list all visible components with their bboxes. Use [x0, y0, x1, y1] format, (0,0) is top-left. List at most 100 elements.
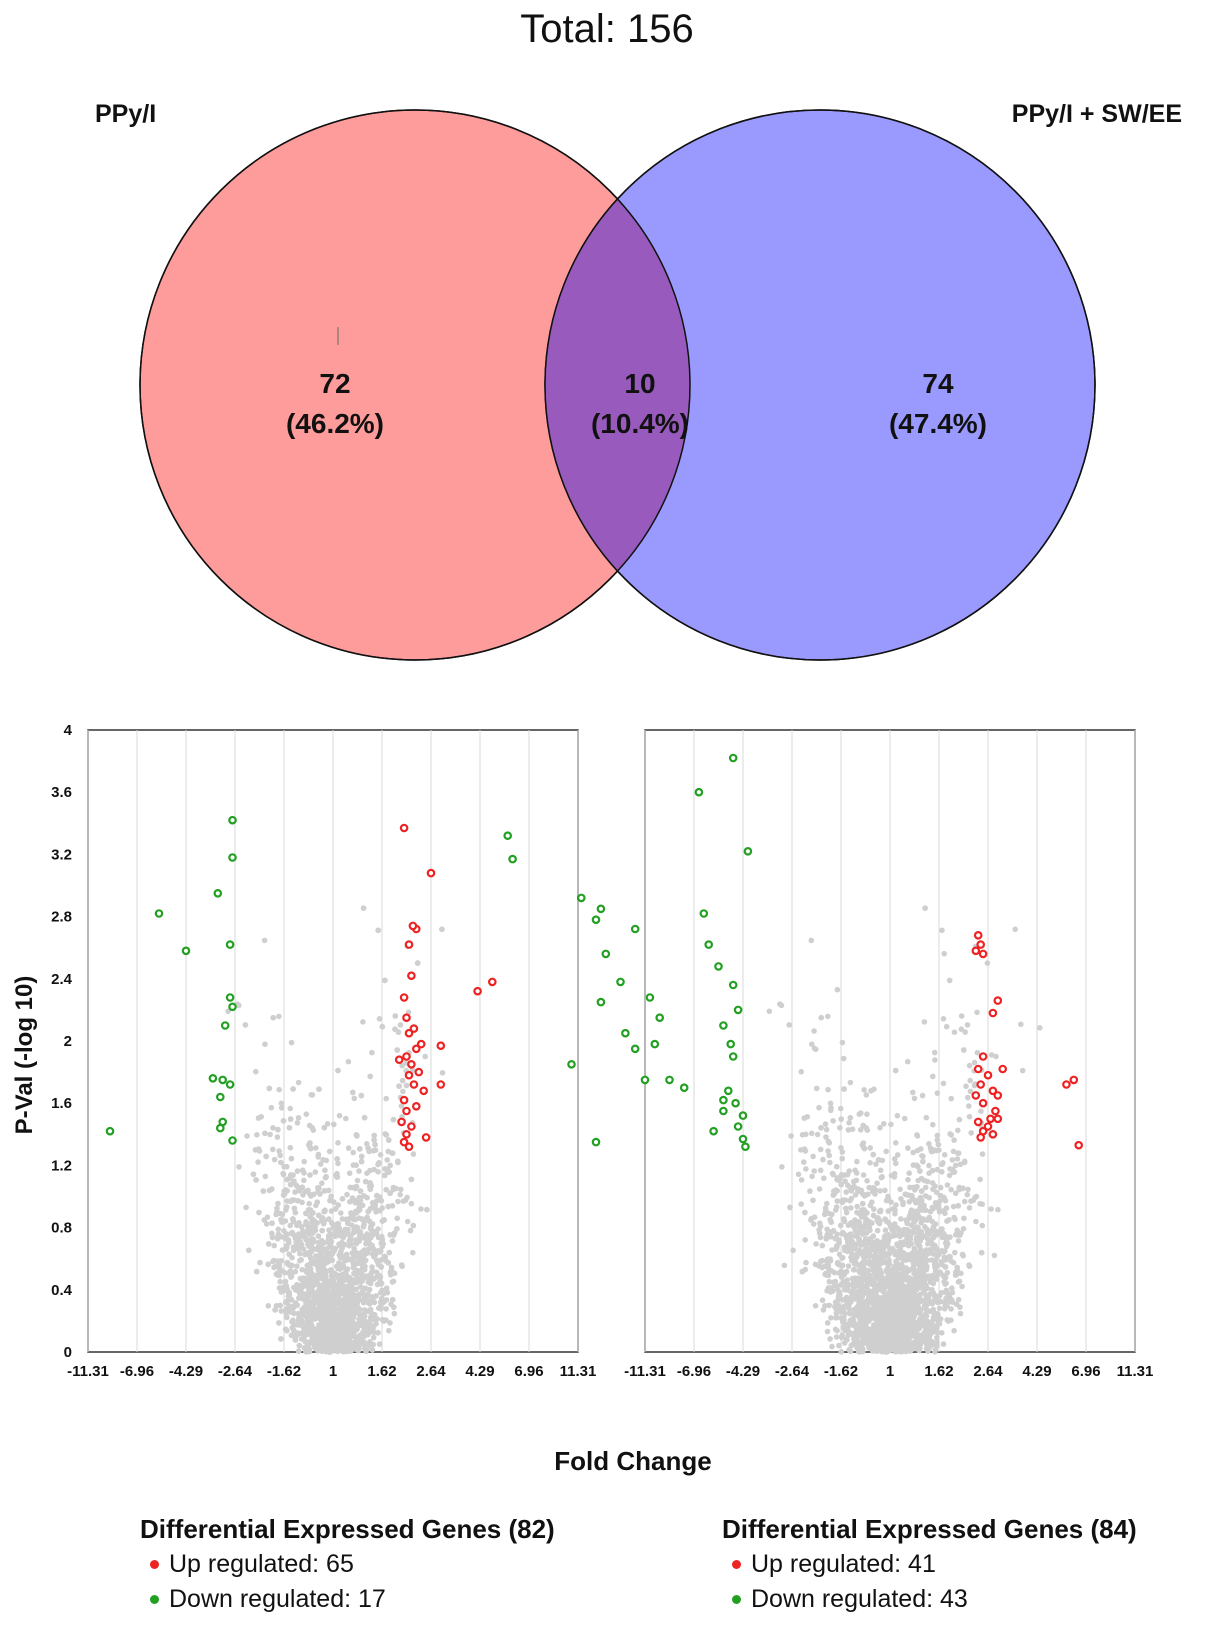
gene-point	[344, 1191, 350, 1198]
gene-point	[327, 1313, 334, 1319]
gene-point	[903, 1191, 909, 1198]
gene-point	[936, 1293, 943, 1299]
gene-point	[965, 1094, 971, 1101]
x-tick-label: 1	[886, 1363, 894, 1380]
gene-point	[290, 1086, 296, 1092]
gene-point	[825, 1262, 832, 1269]
gene-point	[826, 1278, 833, 1285]
gene-point	[937, 1184, 944, 1191]
gene-point	[822, 1205, 829, 1211]
gene-point	[292, 1287, 299, 1293]
up-regulated-point	[397, 1117, 406, 1127]
gene-point	[331, 1324, 337, 1331]
gene-point	[366, 1299, 373, 1306]
gene-point	[274, 1236, 281, 1242]
gene-point	[306, 1200, 313, 1207]
gene-point	[865, 1191, 871, 1198]
gene-point	[334, 1156, 340, 1162]
gene-point	[851, 1184, 858, 1191]
down-regulated-point	[213, 888, 223, 898]
gene-point	[375, 1330, 381, 1336]
gene-point	[966, 1205, 973, 1211]
gene-point	[382, 1172, 388, 1179]
gene-point	[827, 1258, 834, 1264]
gene-point	[283, 1187, 289, 1193]
gene-point	[256, 1209, 262, 1216]
gene-point	[333, 1228, 339, 1235]
gene-point	[305, 1322, 312, 1329]
gene-point	[354, 1177, 361, 1184]
gene-point	[288, 1272, 294, 1279]
gene-point	[836, 1342, 842, 1349]
gene-point	[943, 1233, 949, 1240]
gene-point	[867, 1145, 873, 1151]
gene-point	[816, 1230, 823, 1237]
gene-point	[882, 1187, 888, 1194]
gene-point	[319, 1227, 326, 1234]
gene-point	[936, 1209, 943, 1215]
gene-point	[880, 1255, 886, 1262]
gene-point	[359, 1289, 366, 1295]
gene-point	[307, 1289, 314, 1296]
gene-point	[372, 1141, 378, 1148]
gene-point	[965, 1186, 971, 1193]
gene-point	[901, 1115, 908, 1122]
gene-point	[343, 1115, 349, 1122]
gene-point	[840, 1279, 847, 1285]
gene-point	[861, 1087, 867, 1093]
x-tick-label: 11.31	[1117, 1363, 1154, 1380]
gene-point	[339, 1196, 346, 1202]
gene-point	[287, 1175, 293, 1181]
gene-point	[810, 1153, 816, 1160]
gene-point	[847, 1198, 853, 1204]
gene-point	[336, 1316, 343, 1322]
gene-point	[922, 1184, 929, 1191]
down-regulated-point	[228, 815, 237, 825]
gene-point	[246, 1247, 252, 1254]
gene-point	[874, 1180, 880, 1186]
gene-point	[381, 1217, 388, 1223]
gene-point	[298, 1224, 305, 1230]
gene-point	[846, 1168, 852, 1174]
up-regulated-point	[402, 1013, 411, 1023]
gene-point	[842, 1205, 849, 1212]
gene-point	[884, 1197, 891, 1203]
gene-point	[949, 1157, 956, 1163]
y-tick-label: 1.2	[51, 1157, 72, 1174]
gene-point	[287, 1181, 294, 1188]
gene-point	[286, 1251, 293, 1258]
gene-point	[991, 1252, 998, 1259]
gene-point	[296, 1342, 303, 1349]
gene-point	[321, 1124, 328, 1131]
gene-point	[918, 1146, 924, 1152]
x-tick-label: -11.31	[67, 1363, 109, 1380]
gene-point	[378, 1295, 385, 1302]
gene-point	[882, 1227, 889, 1233]
gene-point	[313, 1145, 319, 1151]
gene-point	[325, 1233, 332, 1239]
gene-point	[326, 1267, 333, 1274]
gene-point	[349, 1250, 356, 1256]
up-regulated-point	[411, 1102, 421, 1111]
gene-point	[816, 1104, 822, 1111]
gene-point	[810, 1197, 816, 1204]
gene-point	[313, 1253, 319, 1259]
gene-point	[274, 1209, 280, 1215]
gene-point	[390, 1116, 397, 1123]
gene-point	[888, 1278, 894, 1284]
gene-point	[305, 1207, 312, 1213]
gene-point	[894, 1112, 901, 1119]
gene-point	[956, 1278, 963, 1285]
gene-point	[273, 1263, 280, 1270]
gene-point	[1018, 1021, 1024, 1028]
gene-point	[320, 1346, 326, 1352]
gene-point	[362, 1257, 369, 1264]
gene-point	[403, 1082, 410, 1089]
x-tick-label: -4.29	[169, 1363, 203, 1380]
down-regulated-point	[216, 1123, 225, 1133]
gene-point	[408, 1200, 415, 1207]
gene-point	[894, 1152, 901, 1158]
y-tick-label: 4	[64, 722, 73, 739]
gene-point	[325, 1187, 332, 1194]
gene-point	[944, 1269, 951, 1276]
